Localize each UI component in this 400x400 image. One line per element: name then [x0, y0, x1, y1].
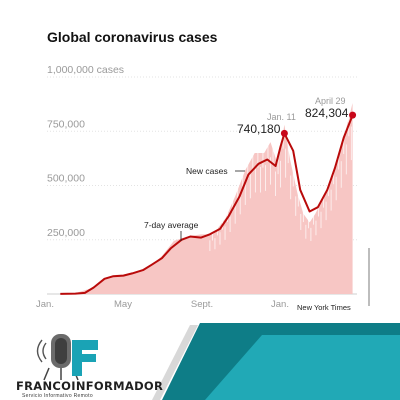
seven-day-average-path	[60, 114, 354, 295]
footer-banner	[0, 323, 400, 400]
x-tick-label: Jan.	[271, 299, 289, 310]
y-tick-label: 750,000	[47, 118, 85, 130]
y-tick-label: 500,000	[47, 173, 85, 185]
chart-title: Global coronavirus cases	[47, 29, 218, 45]
april29-value-label: 824,304	[305, 106, 349, 120]
x-tick-label: Sept.	[191, 299, 213, 310]
axis-ticks: 1,000,000 cases 750,000 500,000 250,000 Jan.…	[36, 64, 289, 310]
seven-day-average-annotation: 7-day average	[144, 220, 199, 230]
brand-tagline: Servicio Informativo Remoto	[22, 393, 93, 399]
jan11-peak-dot	[280, 129, 288, 137]
jan11-date-label: Jan. 11	[267, 112, 296, 122]
new-cases-area	[60, 103, 353, 294]
new-cases-annotation: New cases	[186, 166, 228, 176]
brand-name: FRANCOINFORMADOR	[16, 379, 164, 393]
radio-mic-logo-icon	[36, 334, 98, 381]
april29-date-label: April 29	[315, 96, 346, 106]
jan11-value-label: 740,180	[237, 122, 281, 136]
april29-peak-dot	[349, 111, 357, 119]
source-credit: New York Times	[297, 303, 351, 312]
gray-stripe	[152, 325, 198, 400]
x-tick-label: Jan.	[36, 299, 54, 310]
x-tick-label: May	[114, 299, 132, 310]
teal-stripe-light	[205, 335, 400, 400]
new-cases-bars	[60, 96, 370, 306]
seven-day-average-line	[60, 114, 354, 295]
footer-graphic	[36, 323, 400, 400]
y-tick-label: 250,000	[47, 227, 85, 239]
y-tick-label: 1,000,000 cases	[47, 64, 124, 76]
